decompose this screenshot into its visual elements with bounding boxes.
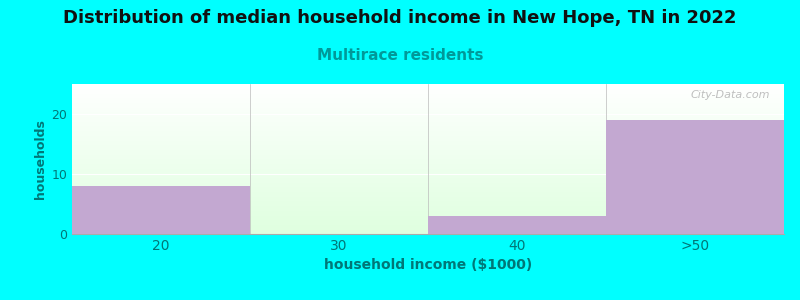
- Text: City-Data.com: City-Data.com: [690, 90, 770, 100]
- Bar: [428, 216, 606, 234]
- Bar: [72, 186, 250, 234]
- Bar: [606, 120, 784, 234]
- Text: Multirace residents: Multirace residents: [317, 48, 483, 63]
- X-axis label: household income ($1000): household income ($1000): [324, 258, 532, 272]
- Y-axis label: households: households: [34, 119, 47, 199]
- Text: Distribution of median household income in New Hope, TN in 2022: Distribution of median household income …: [63, 9, 737, 27]
